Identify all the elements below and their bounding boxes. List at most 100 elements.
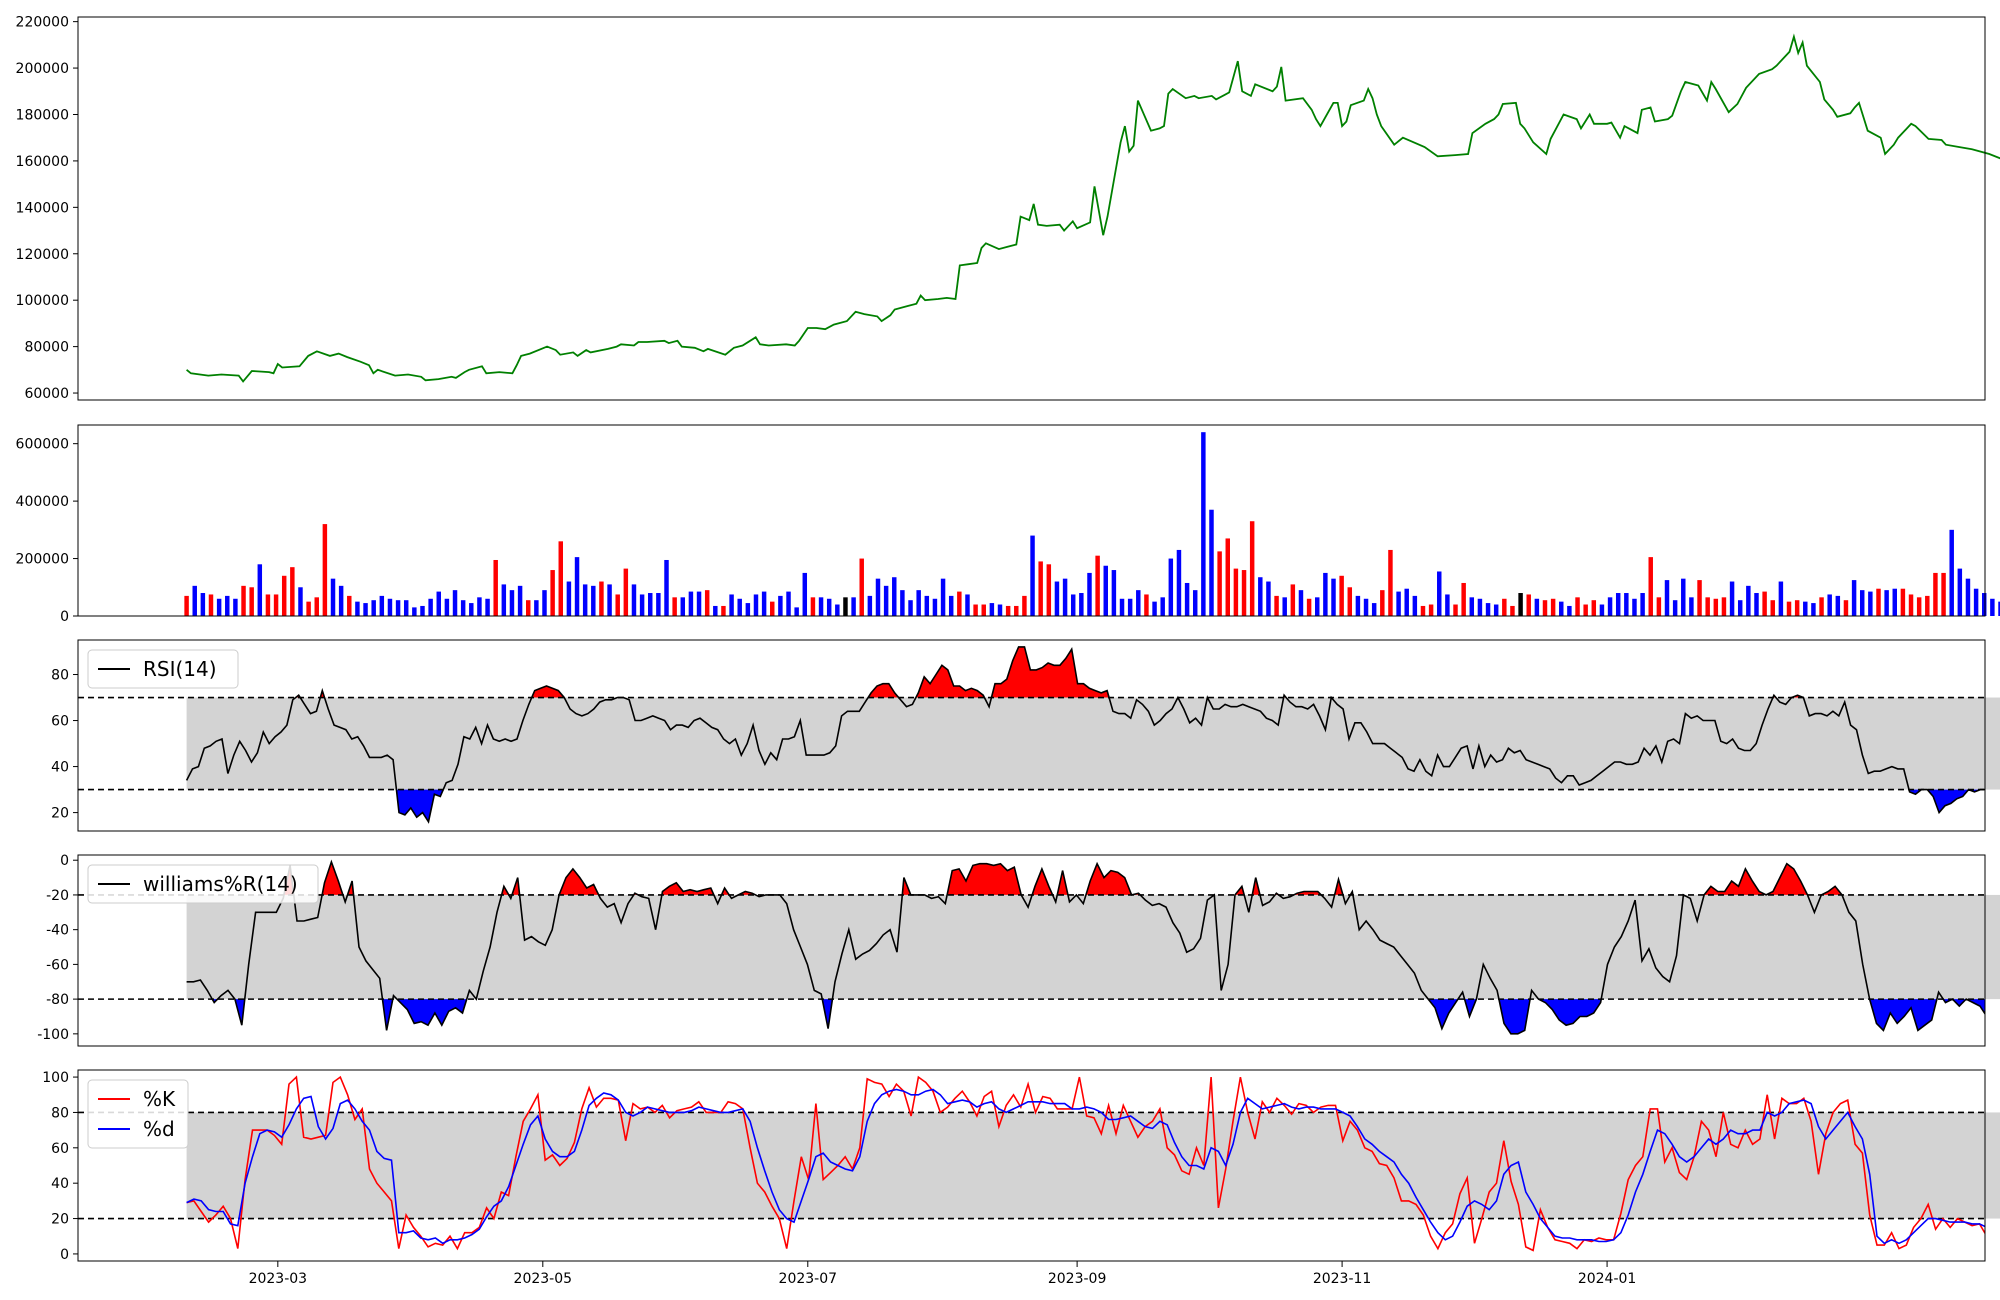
stochastic-legend-box <box>87 1079 189 1149</box>
volume-bar <box>1119 598 1125 616</box>
volume-bar <box>599 581 604 616</box>
price-frame <box>77 16 1986 401</box>
rsi-ytick-label: 80 <box>51 668 69 684</box>
volume-bar <box>1453 604 1458 616</box>
stochastic-ytick-label: 80 <box>51 1105 69 1121</box>
volume-bar <box>1241 570 1247 616</box>
volume-bar <box>623 568 629 616</box>
volume-bar <box>1681 578 1686 616</box>
volume-bar <box>1697 580 1702 616</box>
volume-bar <box>1998 601 2000 616</box>
volume-bar <box>1127 598 1133 616</box>
x-tick-label: 2023-03 <box>249 1271 308 1287</box>
volume-bar <box>1038 561 1043 616</box>
x-tick-label: 2023-11 <box>1313 1271 1372 1287</box>
rsi-frame <box>77 639 1986 832</box>
volume-bar <box>851 597 856 616</box>
volume-bar <box>1103 565 1108 616</box>
volume-bar <box>428 598 433 616</box>
volume-bar <box>257 564 263 616</box>
volume-bar <box>1144 594 1149 616</box>
volume-bar <box>1859 590 1865 616</box>
volume-bar <box>1136 590 1141 616</box>
volume-panel: 0 200000 400000 600000 <box>16 424 2000 625</box>
volume-bar <box>1754 593 1759 616</box>
price-ytick-label: 60000 <box>24 386 69 402</box>
williams-legend: williams%R(14) <box>87 864 319 904</box>
volume-bar <box>1908 594 1914 616</box>
volume-bar <box>1990 598 1995 616</box>
williams-ytick-label: -80 <box>46 992 69 1008</box>
volume-ytick-label: 400000 <box>16 494 69 510</box>
volume-bar <box>249 587 254 616</box>
volume-bar <box>1282 597 1287 616</box>
volume-bar <box>639 594 645 616</box>
volume-bar <box>835 604 840 616</box>
volume-bar <box>371 600 376 616</box>
volume-bar <box>1575 597 1580 616</box>
price-ytick-label: 160000 <box>16 154 69 170</box>
volume-bar <box>940 578 946 616</box>
volume-bar <box>1087 572 1092 616</box>
volume-bar <box>1607 597 1613 616</box>
volume-bar <box>1192 590 1198 616</box>
chart-panels: 6000080000100000120000140000160000180000… <box>16 15 2000 1287</box>
volume-bar <box>1550 598 1556 616</box>
volume-bar <box>1982 593 1987 616</box>
volume-bar <box>526 600 531 616</box>
volume-bar <box>713 605 718 616</box>
volume-bar <box>233 598 238 616</box>
volume-bar <box>517 585 523 616</box>
volume-bar <box>1648 557 1653 616</box>
volume-bar <box>200 593 206 616</box>
volume-bar <box>1046 564 1052 616</box>
volume-bar <box>981 604 986 616</box>
volume-bar <box>1624 593 1629 616</box>
volume-bar <box>501 584 507 616</box>
volume-bar <box>615 594 620 616</box>
rsi-overbought-fill <box>295 646 1804 698</box>
stochastic-series-line <box>186 1075 1985 1252</box>
volume-bar <box>1746 585 1751 616</box>
stochastic-frame <box>77 1069 1986 1262</box>
williams-legend-box <box>87 864 319 904</box>
volume-bar <box>1770 600 1775 616</box>
volume-bar <box>892 577 897 616</box>
volume-bar <box>802 572 808 616</box>
rsi-panel: 20 40 60 80 RSI(14) <box>51 639 2000 832</box>
williams-ytick-label: -100 <box>37 1027 69 1043</box>
volume-bar <box>810 597 816 616</box>
volume-bar <box>1095 555 1100 616</box>
price-panel: 60000 80000 100000 120000 140000 160000 180000… <box>16 15 2000 402</box>
volume-bar <box>1249 521 1255 616</box>
volume-bar <box>436 591 441 616</box>
price-ytick-label: 80000 <box>24 340 69 356</box>
volume-bar <box>469 603 474 616</box>
volume-bar <box>1884 590 1889 616</box>
volume-bar <box>485 598 490 616</box>
volume-bar <box>1420 605 1426 616</box>
volume-bar <box>1396 591 1401 616</box>
volume-bar <box>1786 601 1792 616</box>
volume-bar <box>298 587 303 616</box>
volume-bar <box>1632 598 1637 616</box>
williams-ytick-label: -40 <box>46 923 69 939</box>
volume-bar <box>1518 593 1523 616</box>
volume-bar <box>1485 603 1491 616</box>
volume-bar <box>1599 604 1605 616</box>
volume-bar <box>826 598 832 616</box>
volume-bar <box>1900 588 1906 616</box>
volume-bar <box>729 594 734 616</box>
volume-bar <box>1209 509 1214 616</box>
volume-bar <box>1705 597 1710 616</box>
volume-frame <box>77 424 1986 617</box>
volume-bar <box>330 578 336 616</box>
volume-bar <box>1469 597 1475 616</box>
volume-bar <box>1957 568 1963 616</box>
volume-bar <box>1803 601 1808 616</box>
volume-bar <box>770 601 775 616</box>
volume-bar <box>1615 593 1621 616</box>
volume-bar <box>1493 604 1499 616</box>
volume-bar <box>1323 572 1328 616</box>
